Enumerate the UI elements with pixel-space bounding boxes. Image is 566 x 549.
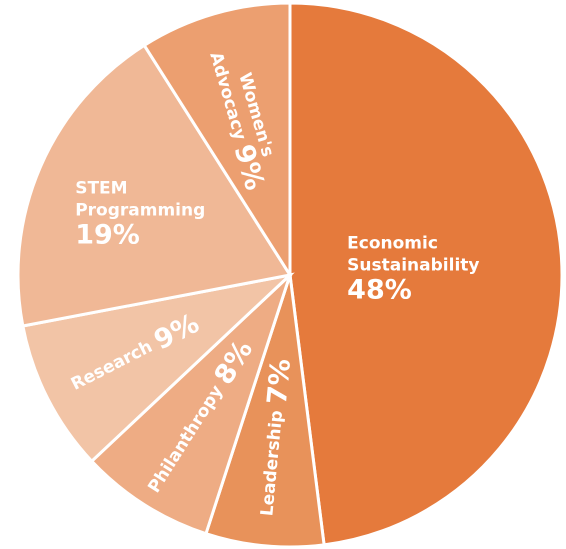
pie-label-name: STEM xyxy=(75,178,127,198)
pie-label-name: Sustainability xyxy=(347,255,479,275)
pie-slice-women-s-advocacy xyxy=(142,1,292,281)
pie-slice-economic-sustainability xyxy=(288,1,564,547)
pie-slice-research xyxy=(21,272,295,464)
pie-label-value: 7% xyxy=(261,357,296,406)
pie-slice-leadership xyxy=(204,274,326,549)
pie-slice-stem-programming xyxy=(16,43,293,328)
pie-label-value: 48% xyxy=(347,274,412,305)
pie-label-value: 19% xyxy=(75,219,140,250)
pie-slice-philanthropy xyxy=(89,273,292,536)
pie-label-name: Programming xyxy=(75,200,205,220)
pie-label-stem-programming: STEM Programming 19% xyxy=(75,178,205,250)
pie-label-economic-sustainability: Economic Sustainability 48% xyxy=(347,233,479,305)
pie-label-name: Economic xyxy=(347,233,438,253)
